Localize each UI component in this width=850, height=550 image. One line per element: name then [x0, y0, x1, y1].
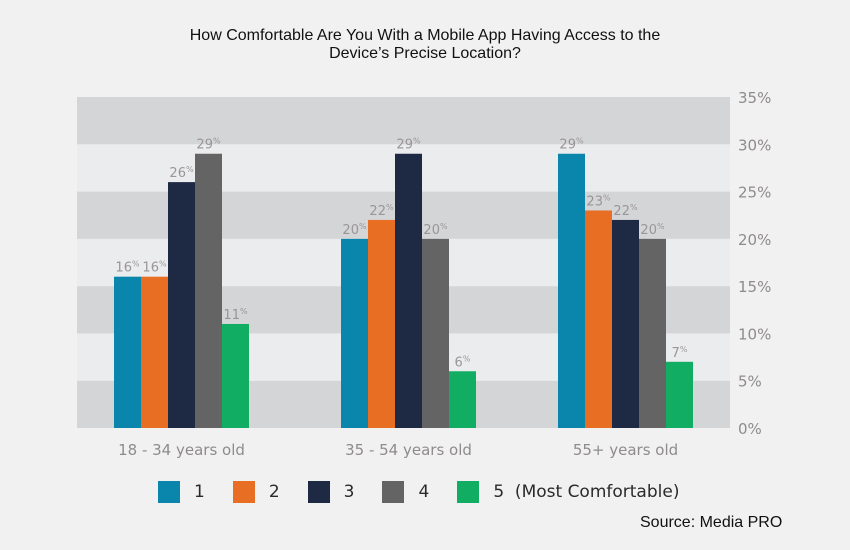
legend-swatch	[457, 481, 480, 503]
y-axis-ticks: 0% 5% 10% 15% 20% 25% 30% 35%	[738, 89, 771, 438]
bar-chart: 0%5%10%15%20%25%30%35% 16% 16%26%29%11%20…	[77, 89, 771, 459]
bar	[612, 219, 639, 428]
legend-label: 4	[418, 482, 430, 502]
chart-title: How Comfortable Are You With a Mobile Ap…	[0, 27, 850, 63]
chart-title-line-1: How Comfortable Are You With a Mobile Ap…	[189, 27, 661, 44]
bar	[368, 219, 395, 428]
bar	[449, 371, 476, 428]
bar	[168, 182, 195, 428]
legend-label: 5 (Most Comfortable)	[493, 482, 680, 502]
data-label: 22%	[369, 203, 394, 219]
x-category-label: 35 - 54 years old	[345, 441, 472, 459]
legend-item: 1	[158, 481, 205, 503]
legend-swatch	[382, 481, 405, 503]
bar	[422, 238, 449, 428]
x-category-label: 55+ years old	[573, 441, 678, 459]
legend-label: 3	[343, 482, 355, 502]
data-label: 22%	[613, 203, 638, 219]
data-label: 29%	[396, 137, 421, 153]
legend-item: 4	[382, 481, 429, 503]
legend-swatch	[307, 481, 330, 503]
y-tick-label: 30%	[738, 136, 771, 154]
grid-band	[77, 97, 730, 145]
legend-swatch	[232, 481, 255, 503]
legend-item: 5 (Most Comfortable)	[457, 481, 679, 503]
bar	[585, 210, 612, 428]
source-note: Source: Media PRO	[640, 514, 783, 531]
data-label: 16%	[142, 260, 167, 276]
data-label: 26%	[169, 165, 194, 181]
data-label: 16%	[115, 260, 140, 276]
data-label: 29%	[559, 137, 584, 153]
y-tick-label: 15%	[738, 278, 771, 296]
legend-label: 1	[194, 482, 205, 502]
legend: 1 2 3 4 5 (Most Comfortable)	[158, 478, 707, 506]
data-label: 6%	[455, 354, 471, 370]
y-tick-label: 5%	[738, 373, 762, 391]
bar	[222, 323, 249, 428]
data-label: 11%	[223, 307, 248, 323]
legend-label: 2	[268, 482, 280, 502]
bar	[114, 276, 141, 428]
legend-swatch	[158, 481, 180, 503]
bar	[395, 153, 422, 428]
data-label: 20%	[640, 222, 665, 238]
y-tick-label: 25%	[738, 184, 771, 202]
bar	[558, 153, 585, 428]
data-label: 29%	[196, 137, 221, 153]
bar	[639, 238, 666, 428]
y-tick-label: 10%	[738, 325, 771, 343]
bar	[195, 153, 222, 428]
data-label: 7%	[672, 345, 688, 361]
bars	[114, 153, 693, 428]
legend-item: 2	[232, 481, 280, 503]
data-label: 20%	[423, 222, 448, 238]
x-category-label: 18 - 34 years old	[118, 441, 245, 459]
y-tick-label: 0%	[738, 420, 762, 438]
y-tick-label: 20%	[738, 231, 771, 249]
chart-title-line-2: Device’s Precise Location?	[329, 45, 521, 62]
data-label: 20%	[342, 222, 367, 238]
data-labels: 16% 16%26%29%11%20%22%29%20%6%29%23%22%20…	[115, 137, 687, 371]
legend-item: 3	[307, 481, 355, 503]
bar	[141, 276, 168, 428]
data-label: 23%	[586, 193, 611, 209]
y-tick-label: 35%	[738, 89, 771, 107]
bar	[666, 361, 693, 428]
x-axis-labels: 18 - 34 years old 35 - 54 years old 55+ ye…	[118, 441, 678, 459]
bar	[341, 238, 368, 428]
